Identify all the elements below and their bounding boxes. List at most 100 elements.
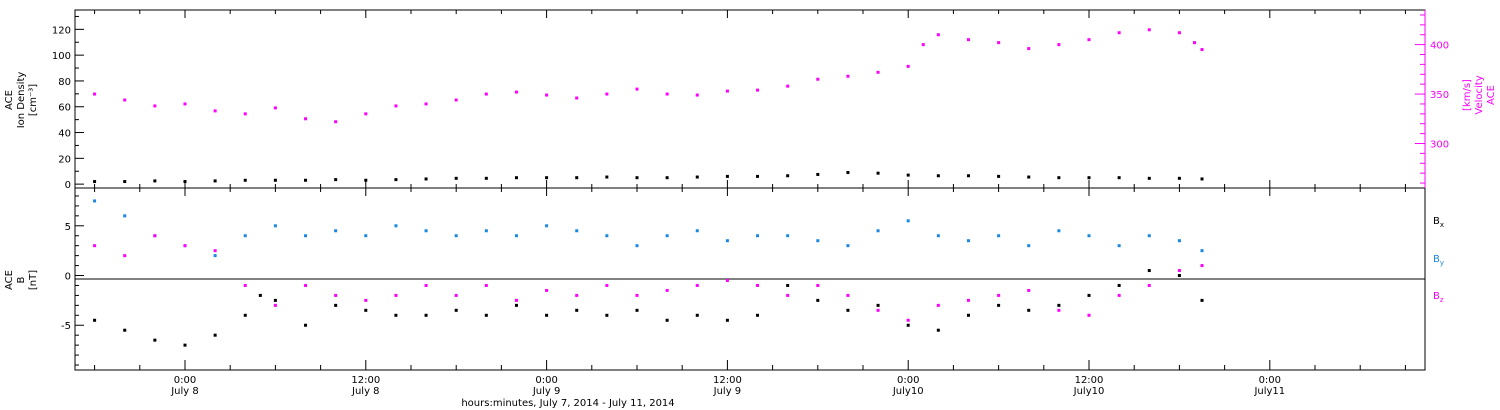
bz-point — [966, 298, 970, 302]
bx-point — [1027, 308, 1031, 312]
density-tick-label: 40 — [58, 129, 71, 140]
by-point — [846, 244, 850, 248]
velocity-point — [93, 92, 97, 96]
velocity-point — [153, 104, 157, 108]
bx-point — [906, 323, 910, 327]
density-point — [1087, 176, 1091, 180]
field-axis-title-line1: ACE — [4, 270, 15, 290]
velocity-point — [514, 90, 518, 94]
density-point — [695, 175, 699, 179]
bx-point — [1057, 303, 1061, 307]
bx-point — [545, 313, 549, 317]
velocity-point — [966, 38, 970, 42]
bz-point — [394, 293, 398, 297]
x-tick-date: July 8 — [170, 386, 199, 397]
x-tick-date: July11 — [1253, 386, 1285, 397]
by-point — [243, 234, 247, 238]
density-tick-label: 0 — [65, 180, 71, 191]
bz-point — [1057, 308, 1061, 312]
density-point — [304, 178, 308, 182]
x-tick-time: 0:00 — [897, 375, 919, 386]
velocity-tick-label: 400 — [1430, 41, 1449, 52]
bz-point — [1027, 288, 1031, 292]
by-point — [1147, 234, 1151, 238]
x-tick-time: 12:00 — [1075, 375, 1104, 386]
velocity-point — [484, 92, 488, 96]
velocity-point — [183, 102, 187, 106]
field-tick-label: 5 — [65, 222, 71, 233]
bz-point — [786, 293, 790, 297]
top-panel-frame — [74, 9, 1426, 189]
bottom-panel-ticks: -5 0 5 — [61, 195, 84, 366]
x-tick-time: 0:00 — [535, 375, 557, 386]
by-point — [575, 229, 579, 233]
bx-point — [936, 328, 940, 332]
bx-point — [364, 308, 368, 312]
velocity-tick-label: 350 — [1430, 90, 1449, 101]
bx-point — [1087, 293, 1091, 297]
by-point — [1057, 229, 1061, 233]
legend-by: By — [1433, 254, 1444, 267]
bz-point — [1177, 269, 1181, 273]
density-tick-label: 60 — [58, 103, 71, 114]
velocity-point — [1087, 38, 1091, 42]
density-point — [665, 176, 669, 180]
by-point — [514, 234, 518, 238]
density-point — [394, 178, 398, 182]
velocity-point — [936, 33, 940, 37]
bz-point — [123, 254, 127, 258]
bz-point — [695, 283, 699, 287]
velocity-point — [394, 104, 398, 108]
x-tick-time: 0:00 — [174, 375, 196, 386]
velocity-point — [906, 64, 910, 68]
by-point — [424, 229, 428, 233]
bx-point — [394, 313, 398, 317]
bz-point — [605, 283, 609, 287]
velocity-axis-title-line2: Velocity — [1474, 75, 1485, 114]
bx-point — [153, 338, 157, 342]
density-point — [725, 174, 729, 178]
by-point — [93, 199, 97, 203]
by-point — [756, 234, 760, 238]
bx-point — [454, 308, 458, 312]
bx-point — [273, 298, 277, 302]
by-point — [1200, 249, 1204, 253]
bx-point — [725, 318, 729, 322]
velocity-axis-title-line3: [km/s] — [1462, 79, 1473, 111]
density-point — [906, 173, 910, 177]
velocity-point — [665, 92, 669, 96]
by-point — [816, 239, 820, 243]
by-point — [364, 234, 368, 238]
density-point — [424, 177, 428, 181]
by-point — [1087, 234, 1091, 238]
bx-point — [756, 313, 760, 317]
by-point — [213, 254, 217, 258]
by-point — [786, 234, 790, 238]
bz-point — [936, 303, 940, 307]
velocity-point — [575, 96, 579, 100]
density-point — [243, 178, 247, 182]
bx-point — [424, 313, 428, 317]
velocity-point — [846, 74, 850, 78]
bz-point — [243, 283, 247, 287]
velocity-point — [334, 120, 338, 124]
velocity-point — [1057, 43, 1061, 47]
density-point — [786, 174, 790, 178]
bx-point — [997, 303, 1001, 307]
by-point — [936, 234, 940, 238]
density-axis-title-line2: Ion Density — [16, 72, 27, 129]
x-axis-title: hours:minutes, July 7, 2014 - July 11, 2… — [461, 398, 674, 409]
density-point — [1177, 176, 1181, 180]
density-point — [454, 176, 458, 180]
bx-point — [484, 313, 488, 317]
bz-point — [1147, 283, 1151, 287]
bz-point — [725, 278, 729, 282]
x-tick-time: 12:00 — [351, 375, 380, 386]
density-point — [997, 174, 1001, 178]
bx-point — [966, 313, 970, 317]
bz-point — [545, 288, 549, 292]
by-point — [635, 244, 639, 248]
velocity-point — [786, 84, 790, 88]
